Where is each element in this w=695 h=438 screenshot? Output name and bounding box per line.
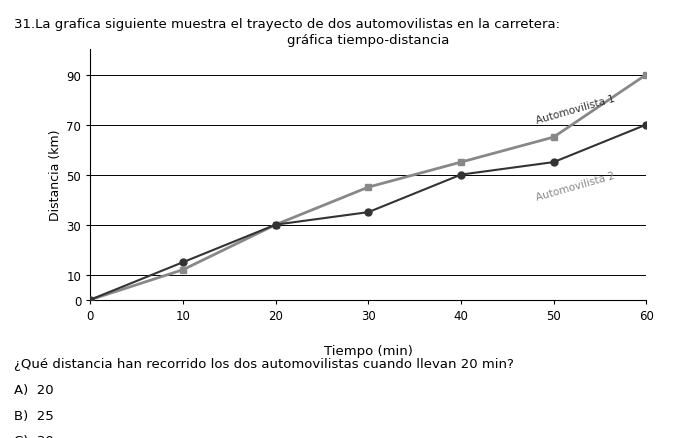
Text: Automovilista 1: Automovilista 1 bbox=[535, 93, 616, 125]
Text: 31.La grafica siguiente muestra el trayecto de dos automovilistas en la carreter: 31.La grafica siguiente muestra el traye… bbox=[14, 18, 560, 31]
Text: Tiempo (min): Tiempo (min) bbox=[324, 344, 413, 357]
Text: C)  30: C) 30 bbox=[14, 434, 54, 438]
Title: gráfica tiempo-distancia: gráfica tiempo-distancia bbox=[287, 33, 450, 46]
Y-axis label: Distancia (km): Distancia (km) bbox=[49, 130, 63, 221]
Text: ¿Qué distancia han recorrido los dos automovilistas cuando llevan 20 min?: ¿Qué distancia han recorrido los dos aut… bbox=[14, 357, 514, 370]
Text: Automovilista 2: Automovilista 2 bbox=[535, 170, 616, 202]
Text: A)  20: A) 20 bbox=[14, 383, 54, 396]
Text: B)  25: B) 25 bbox=[14, 409, 54, 422]
